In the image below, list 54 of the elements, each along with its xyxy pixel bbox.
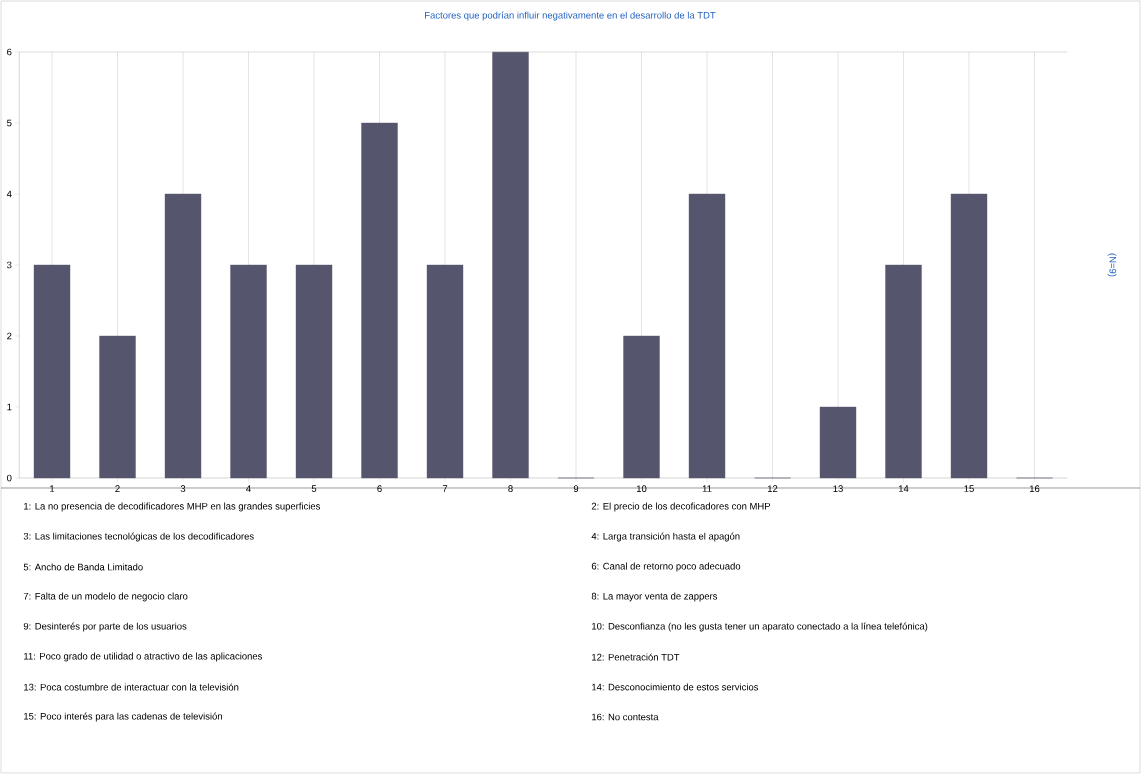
y-tick-label: 4 bbox=[6, 190, 12, 198]
x-tick-label: 6 bbox=[377, 485, 382, 493]
bar bbox=[426, 264, 464, 479]
text: 4: Larga transición hasta el apagón bbox=[591, 532, 740, 542]
text: 8: La mayor venta de zappers bbox=[591, 592, 718, 602]
text: 3: Las limitaciones tecnológicas de los decodificadores bbox=[23, 532, 254, 542]
text: 11: Poco grado de utilidad o atractivo de las aplicaciones bbox=[24, 652, 263, 662]
bar bbox=[623, 335, 660, 479]
x-tick-label: 12 bbox=[767, 485, 778, 492]
y-tick-label: 5 bbox=[7, 119, 12, 127]
bar bbox=[230, 264, 267, 479]
text: 5: Ancho de Banda Limitado bbox=[23, 563, 143, 571]
text: 7: Falta de un modelo de negocio claro bbox=[23, 592, 188, 602]
text: 10: Desconfianza (no les gusta tener un aparato conectado a la línea telefónica) bbox=[592, 622, 928, 632]
bar bbox=[885, 264, 922, 479]
y-tick-label: 0 bbox=[7, 474, 12, 482]
bar bbox=[950, 193, 988, 479]
x-tick-label: 15 bbox=[964, 485, 974, 492]
text: 16: No contesta bbox=[592, 713, 659, 721]
text: (N=9) bbox=[1107, 253, 1117, 277]
text: 9: Desinterés por parte de los usuarios bbox=[23, 622, 187, 632]
x-tick-label: 10 bbox=[636, 485, 647, 493]
x-tick-label: 7 bbox=[442, 485, 448, 492]
bar bbox=[295, 264, 333, 479]
y-tick-label: 3 bbox=[7, 261, 12, 269]
x-tick-label: 9 bbox=[573, 485, 579, 493]
x-tick-label: 13 bbox=[833, 485, 843, 493]
x-tick-label: 14 bbox=[898, 485, 909, 492]
bar bbox=[688, 193, 726, 479]
x-tick-label: 11 bbox=[702, 485, 712, 492]
x-tick-label: 2 bbox=[115, 485, 120, 492]
text: 2: El precio de los decoficadores con MHP bbox=[591, 502, 771, 512]
y-tick-label: 1 bbox=[7, 403, 12, 411]
bar bbox=[99, 335, 136, 479]
text: 15: Poco interés para las cadenas de televisión bbox=[24, 712, 222, 722]
bar bbox=[361, 122, 398, 479]
y-tick-label: 2 bbox=[7, 332, 12, 340]
bar bbox=[33, 264, 71, 479]
x-tick-label: 3 bbox=[180, 485, 186, 493]
text: 13: Poca costumbre de interactuar con la televisión bbox=[24, 683, 239, 691]
text: 14: Desconocimiento de estos servicios bbox=[592, 683, 759, 691]
x-tick-label: 5 bbox=[311, 485, 317, 492]
text: 6: Canal de retorno poco adecuado bbox=[591, 562, 741, 572]
bar bbox=[164, 193, 202, 479]
text: 12: Penetración TDT bbox=[592, 653, 680, 661]
x-tick-label: 16 bbox=[1029, 485, 1040, 493]
x-tick-label: 8 bbox=[508, 485, 513, 493]
bar bbox=[492, 51, 529, 479]
bar bbox=[819, 406, 857, 479]
x-tick-label: 1 bbox=[50, 485, 55, 492]
chart-title: Factores que podrían influir negativamente en el desarrollo de la TDT bbox=[425, 11, 716, 21]
text: 1: La no presencia de decodificadores MHP en las grandes superficies bbox=[24, 502, 321, 512]
x-tick-label: 4 bbox=[246, 485, 251, 492]
y-tick-label: 6 bbox=[7, 48, 12, 56]
